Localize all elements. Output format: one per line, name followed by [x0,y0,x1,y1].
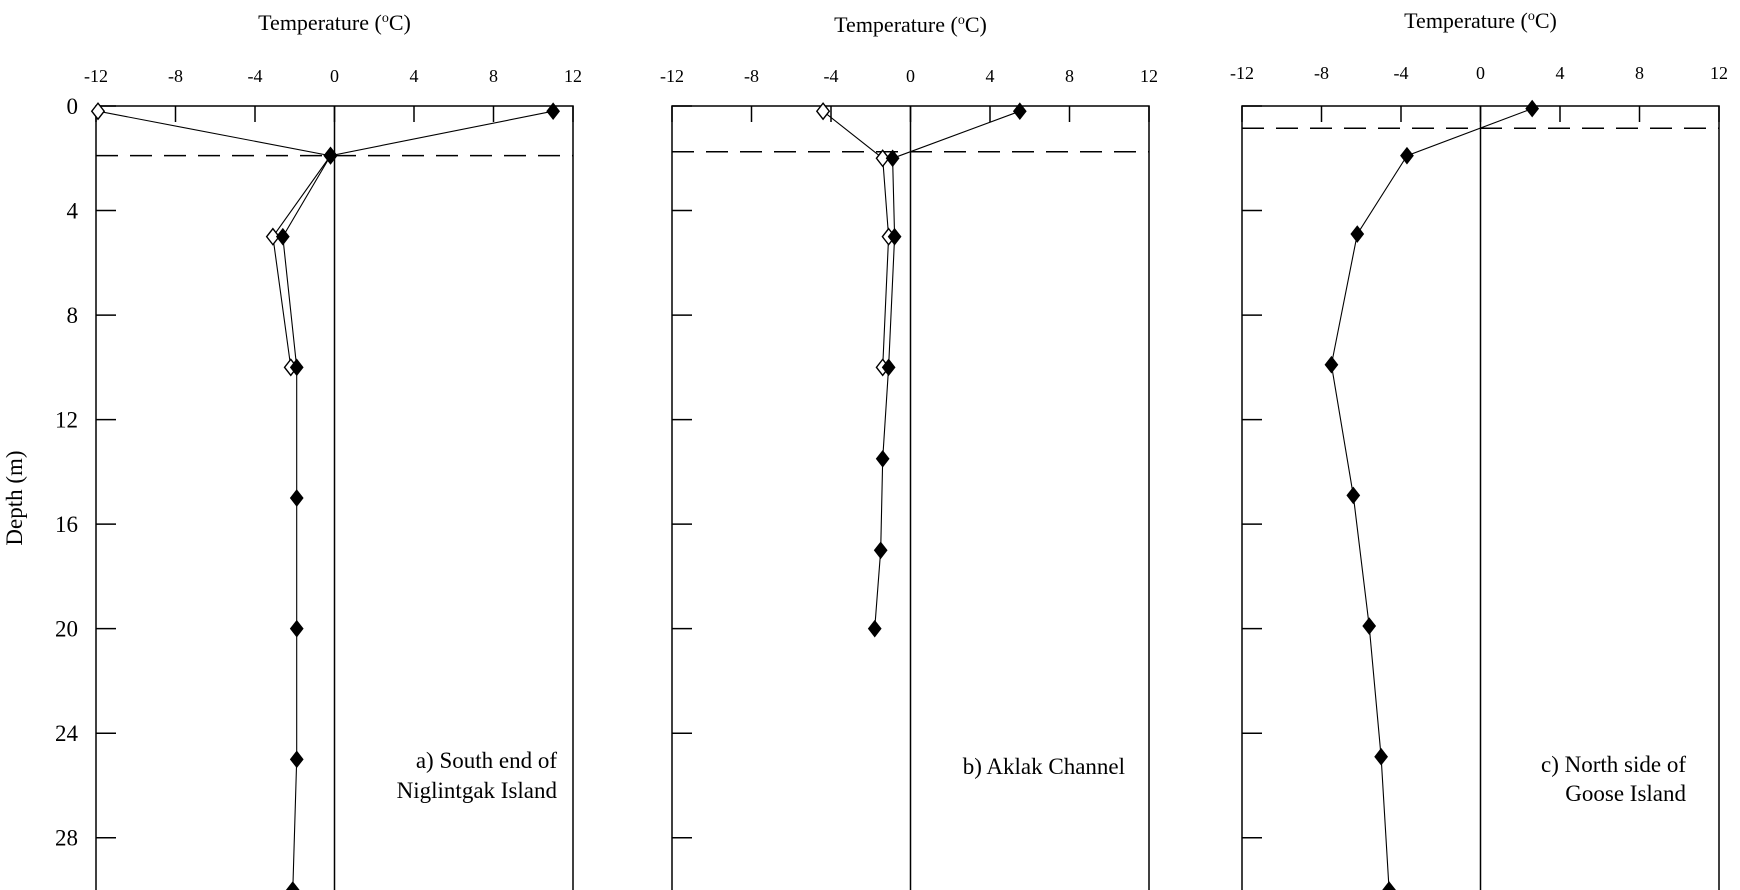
series-line-filled-diamond [874,110,1020,629]
filled-diamond-point [289,750,304,769]
x-tick-label: 0 [906,66,915,86]
station-annotation: b) Aklak Channel [963,754,1125,779]
filled-diamond-point [867,619,882,638]
station-annotation: c) North side of [1541,752,1686,777]
panel-1: -12 -8 -4 0 4 8 12 0 4 8 12 16 20 24 28 Temperature (oC… [2,10,582,890]
filled-diamond-point [275,227,290,246]
x-tick-label: -8 [744,66,759,86]
filled-diamond-point [323,146,338,165]
open-diamond-point [265,227,281,246]
x-axis-title: Temperature (oC) [1404,8,1557,33]
x-tick-label: 4 [410,66,419,86]
x-tick-label: -12 [84,66,108,86]
x-tick-label: 12 [1140,66,1158,86]
station-annotation: Niglintgak Island [397,778,558,803]
series-line-filled-diamond [1330,108,1533,890]
y-tick-label: 16 [55,512,78,537]
x-tick-label: 12 [1710,63,1728,83]
series-line-open-diamond [822,110,890,368]
filled-diamond-point [546,102,560,121]
filled-diamond-point [1382,881,1396,890]
x-axis-title: Temperature (oC) [258,10,411,35]
x-tick-label: -4 [248,66,263,86]
y-tick-label: 24 [55,721,79,746]
x-tick-label: 4 [986,66,995,86]
y-tick-label: 0 [67,94,79,119]
filled-diamond-point [285,881,300,890]
x-tick-label: 8 [1065,66,1074,86]
filled-diamond-point [1346,486,1361,505]
open-diamond-point [815,102,831,121]
y-tick-label: 20 [55,617,78,642]
x-tick-label: -12 [660,66,684,86]
x-axis-title: Temperature (oC) [834,12,987,37]
filled-diamond-point [1374,747,1388,766]
filled-diamond-point [1012,102,1027,121]
x-tick-label: -12 [1230,63,1254,83]
open-diamond-point [90,102,106,121]
x-tick-label: 0 [330,66,339,86]
open-diamond-point [875,149,890,168]
filled-diamond-point [875,449,890,468]
filled-diamond-point [1400,146,1414,165]
y-axis-title: Depth (m) [2,450,27,545]
y-tick-label: 4 [67,199,79,224]
panel-2: -12 -8 -4 0 4 8 12 Temperature (oC) b) Aklak Cha… [660,12,1158,890]
x-tick-label: 8 [1635,63,1644,83]
filled-diamond-point [885,149,900,168]
filled-diamond-point [873,541,888,560]
x-tick-label: 4 [1556,63,1565,83]
station-annotation: a) South end of [416,748,558,773]
x-tick-label: -4 [1394,63,1409,83]
y-tick-label: 12 [55,408,78,433]
filled-diamond-point [1362,617,1377,635]
x-tick-label: 12 [564,66,582,86]
x-tick-label: -8 [1314,63,1329,83]
series-line-open-diamond [97,110,332,368]
filled-diamond-point [887,227,902,246]
filled-diamond-point [1525,99,1540,118]
filled-diamond-point [1350,225,1365,243]
filled-diamond-point [289,358,304,377]
x-tick-label: -4 [824,66,839,86]
filled-diamond-point [289,489,304,507]
series-line-filled-diamond [282,110,554,890]
panel-3: -12 -8 -4 0 4 8 12 Temperature (oC) c) North sid… [1230,8,1728,890]
x-tick-label: 0 [1476,63,1485,83]
y-tick-label: 28 [55,826,78,851]
x-tick-label: 8 [489,66,498,86]
filled-diamond-point [289,619,304,638]
filled-diamond-point [881,358,896,377]
station-annotation: Goose Island [1565,781,1686,806]
x-tick-label: -8 [168,66,183,86]
y-tick-label: 8 [67,303,79,328]
filled-diamond-point [1324,355,1339,374]
